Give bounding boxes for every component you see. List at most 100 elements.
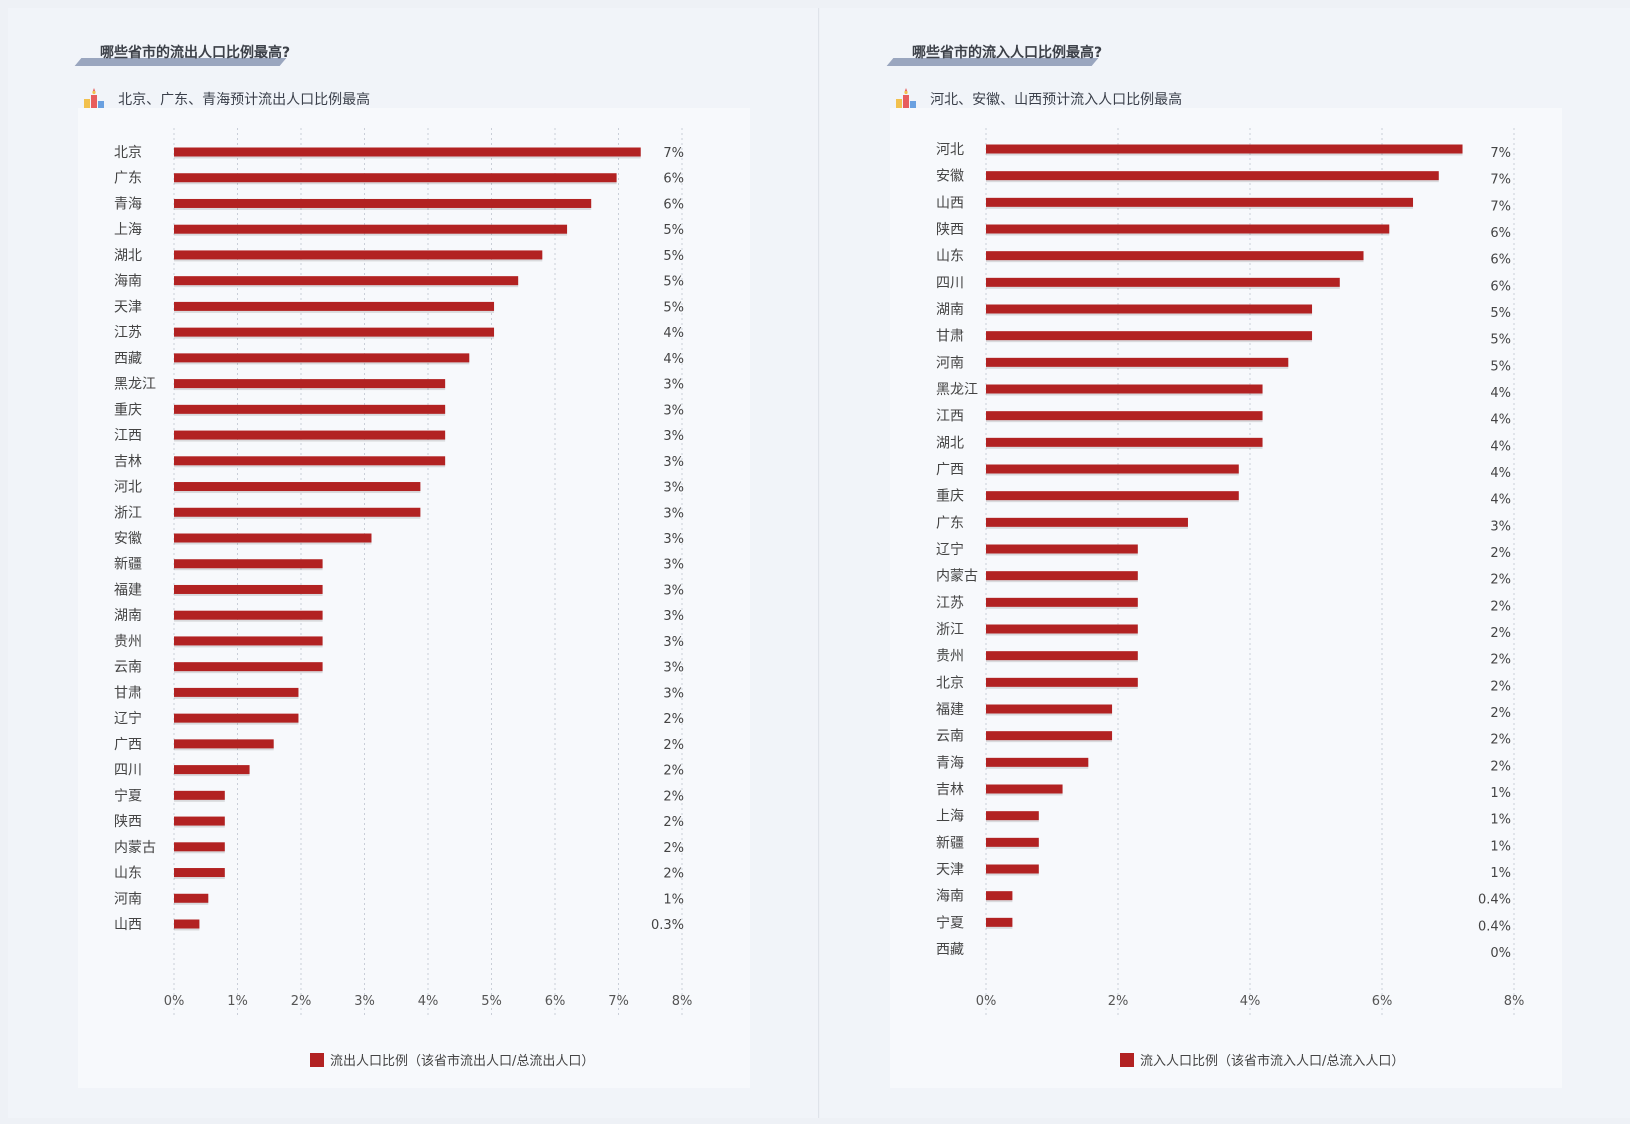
- x-tick-label: 3%: [354, 994, 375, 1009]
- category-label: 新疆: [114, 557, 142, 573]
- x-tick-label: 4%: [418, 994, 439, 1009]
- category-label: 河北: [114, 480, 142, 496]
- podium-icon: [83, 88, 105, 110]
- data-label: 7%: [1490, 173, 1511, 188]
- x-tick-label: 8%: [1504, 994, 1525, 1009]
- subtitle-row: 河北、安徽、山西预计流入人口比例最高: [895, 88, 1182, 110]
- category-label: 安徽: [936, 169, 964, 185]
- x-tick-label: 8%: [672, 994, 693, 1009]
- category-label: 江西: [936, 409, 964, 425]
- data-label: 4%: [663, 352, 684, 367]
- data-label: 2%: [1490, 626, 1511, 641]
- bar: [174, 198, 592, 208]
- category-label: 上海: [936, 809, 964, 825]
- bar: [986, 357, 1289, 367]
- question-title: 哪些省市的流入人口比例最高?: [912, 45, 1103, 61]
- category-label: 广西: [114, 737, 142, 753]
- data-label: 5%: [663, 275, 684, 290]
- bar: [174, 559, 323, 569]
- bar: [986, 811, 1039, 821]
- data-label: 5%: [663, 223, 684, 238]
- bar: [986, 251, 1364, 261]
- category-label: 西藏: [114, 351, 142, 367]
- outflow-panel: 哪些省市的流出人口比例最高? 北京、广东、青海预计流出人口比例最高 0% 1% 2%…: [8, 8, 819, 1118]
- bar: [174, 301, 495, 311]
- data-label: 2%: [1490, 733, 1511, 748]
- data-label: 2%: [663, 867, 684, 882]
- bar: [174, 919, 200, 929]
- bar: [174, 636, 323, 646]
- bar: [174, 868, 225, 878]
- chart-legend[interactable]: 流出人口比例（该省市流出人口/总流出人口）: [310, 1050, 594, 1070]
- bar: [986, 864, 1039, 874]
- category-label: 天津: [936, 862, 964, 878]
- data-label: 1%: [663, 892, 684, 907]
- data-label: 3%: [663, 686, 684, 701]
- x-tick-label: 4%: [1240, 994, 1261, 1009]
- bar: [986, 517, 1188, 527]
- category-label: 河南: [936, 355, 964, 371]
- data-label: 1%: [1490, 786, 1511, 801]
- category-label: 云南: [114, 660, 142, 676]
- category-label: 陕西: [114, 814, 142, 830]
- category-label: 陕西: [936, 222, 964, 238]
- category-label: 辽宁: [936, 541, 964, 558]
- data-label: 3%: [663, 506, 684, 521]
- category-label: 四川: [114, 763, 142, 779]
- x-tick-label: 0%: [164, 994, 185, 1009]
- bar: [986, 917, 1013, 927]
- data-label: 5%: [663, 300, 684, 315]
- category-label: 北京: [114, 145, 142, 161]
- chart-legend[interactable]: 流入人口比例（该省市流入人口/总流入人口）: [1120, 1050, 1404, 1070]
- bar: [174, 224, 568, 234]
- data-label: 2%: [1490, 573, 1511, 588]
- bar: [174, 816, 225, 826]
- data-label: 0.3%: [651, 918, 684, 933]
- bar: [174, 147, 641, 157]
- category-label: 广东: [936, 515, 964, 531]
- data-label: 2%: [1490, 599, 1511, 614]
- bar: [986, 464, 1239, 474]
- data-label: 6%: [1490, 253, 1511, 268]
- category-label: 山东: [936, 249, 964, 265]
- bar: [986, 837, 1039, 847]
- outflow-chart-svg: 0% 1% 2% 3% 4% 5% 6% 7% 8% 北京 7% 广东 6% 青海 6% 上海 5% 湖北 5% 海南…: [114, 128, 693, 1018]
- legend-label: 流出人口比例（该省市流出人口/总流出人口）: [330, 1054, 595, 1069]
- data-label: 2%: [1490, 706, 1511, 721]
- data-label: 4%: [1490, 439, 1511, 454]
- data-label: 3%: [663, 378, 684, 393]
- bar: [986, 331, 1313, 341]
- question-banner: 哪些省市的流出人口比例最高?: [74, 36, 298, 68]
- bar: [174, 276, 519, 286]
- category-label: 湖南: [114, 608, 142, 624]
- category-label: 河南: [114, 891, 142, 907]
- data-label: 2%: [663, 738, 684, 753]
- category-label: 天津: [114, 299, 142, 315]
- data-label: 0.4%: [1478, 893, 1511, 908]
- category-label: 广西: [936, 462, 964, 478]
- data-label: 2%: [663, 789, 684, 804]
- category-label: 甘肃: [114, 685, 142, 701]
- data-label: 1%: [1490, 813, 1511, 828]
- data-label: 2%: [663, 764, 684, 779]
- data-label: 2%: [1490, 759, 1511, 774]
- data-label: 5%: [1490, 333, 1511, 348]
- data-label: 3%: [663, 635, 684, 650]
- bar: [174, 482, 421, 492]
- category-label: 山东: [114, 866, 142, 882]
- bar: [986, 704, 1113, 714]
- category-label: 浙江: [114, 505, 142, 521]
- category-label: 西藏: [936, 942, 964, 958]
- category-label: 河北: [936, 142, 964, 158]
- data-label: 5%: [663, 249, 684, 264]
- category-label: 青海: [936, 755, 964, 771]
- data-label: 1%: [1490, 866, 1511, 881]
- category-label: 黑龙江: [936, 382, 978, 398]
- category-label: 浙江: [936, 622, 964, 638]
- bar: [174, 456, 446, 466]
- bar: [174, 765, 250, 775]
- x-tick-label: 1%: [227, 994, 248, 1009]
- bar: [986, 437, 1263, 447]
- x-tick-label: 0%: [976, 994, 997, 1009]
- category-label: 宁夏: [114, 787, 142, 804]
